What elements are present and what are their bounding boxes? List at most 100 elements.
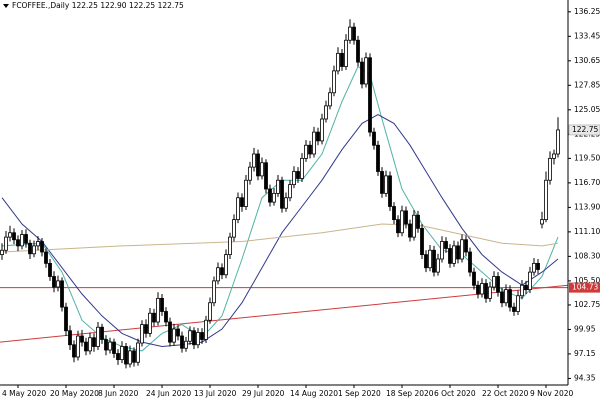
y-tick-label: 99.95 [574, 324, 596, 333]
candle-body [284, 197, 288, 209]
candle-body [256, 153, 260, 177]
candle-body [60, 280, 64, 308]
candle-body [128, 350, 132, 365]
candle-body [224, 254, 228, 276]
candle-body [276, 179, 280, 194]
x-tick-label: 8 Jun 2020 [98, 389, 139, 398]
y-tick-label: 113.90 [574, 202, 600, 211]
candle-body [536, 262, 540, 270]
candle-body [16, 239, 20, 247]
x-tick-label: 20 May 2020 [50, 389, 99, 398]
x-tick-label: 4 May 2020 [2, 389, 46, 398]
candle-body [472, 271, 476, 286]
candle-body [316, 131, 320, 142]
candle-body [540, 219, 544, 225]
candle-body [8, 232, 12, 238]
y-tick-label: 102.75 [574, 300, 600, 309]
candle-body [388, 175, 392, 207]
candle-body [208, 302, 212, 321]
candle-body [288, 184, 292, 199]
candle-body [232, 219, 236, 238]
candle-body [228, 236, 232, 256]
candle-body [272, 192, 276, 203]
candle-body [348, 26, 352, 41]
x-tick-label: 14 Aug 2020 [290, 389, 338, 398]
candle-body [196, 332, 200, 346]
candle-body [372, 131, 376, 146]
candle-body [524, 284, 528, 291]
y-tick-label: 97.15 [574, 349, 596, 358]
candle-body [132, 350, 136, 363]
x-tick-label: 18 Sep 2020 [386, 389, 434, 398]
candle-body [20, 234, 24, 247]
x-tick-label: 22 Oct 2020 [482, 389, 529, 398]
candle-body [364, 57, 368, 85]
plot-area [0, 19, 569, 369]
candle-body [252, 153, 256, 168]
y-tick-label: 127.85 [574, 80, 600, 89]
candle-body [248, 166, 252, 181]
candle-body [152, 312, 156, 323]
candle-body [384, 175, 388, 194]
candle-body [44, 251, 48, 264]
candle-body [312, 131, 316, 155]
candle-body [100, 326, 104, 340]
candle-body [200, 332, 204, 340]
candle-body [164, 311, 168, 323]
candle-body [264, 162, 268, 190]
candle-body [304, 144, 308, 159]
last-price-label: 122.75 [572, 125, 598, 134]
candle-body [184, 340, 188, 349]
candle-body [516, 295, 520, 312]
candle-body [336, 52, 340, 72]
candle-body [136, 342, 140, 363]
candle-body [144, 324, 148, 334]
candle-body [240, 197, 244, 207]
candle-body [520, 284, 524, 297]
x-tick-label: 1 Sep 2020 [338, 389, 381, 398]
menu-triangle[interactable] [3, 4, 9, 8]
candle-body [532, 262, 536, 273]
candle-body [332, 70, 336, 94]
candle-body [280, 179, 284, 209]
candle-body [508, 289, 512, 308]
candle-body [24, 234, 28, 244]
candle-body [52, 276, 56, 288]
candle-body [400, 210, 404, 234]
candle-body [444, 241, 448, 249]
candle-body [464, 239, 468, 253]
candle-body [396, 219, 400, 234]
candle-body [220, 267, 224, 276]
candle-body [324, 105, 328, 120]
candle-body [328, 92, 332, 107]
candle-body [68, 330, 72, 346]
candle-body [48, 262, 52, 277]
candle-body [92, 337, 96, 347]
candle-body [344, 39, 348, 67]
candle-body [468, 251, 472, 273]
candle-body [296, 171, 300, 179]
candle-body [428, 249, 432, 269]
candle-body [476, 284, 480, 295]
candle-body [480, 283, 484, 295]
candle-body [160, 297, 164, 312]
candle-body [148, 312, 152, 334]
candle-body [168, 321, 172, 343]
candle-body [452, 245, 456, 264]
y-tick-label: 94.35 [574, 373, 596, 382]
candle-body [412, 214, 416, 238]
candle-body [180, 335, 184, 349]
y-tick-label: 125.05 [574, 105, 600, 114]
candle-body [268, 188, 272, 203]
candle-body [492, 276, 496, 288]
candle-body [124, 346, 128, 365]
candle-body [392, 206, 396, 221]
candle-body [188, 330, 192, 342]
candle-body [484, 283, 488, 299]
candle-body [360, 61, 364, 85]
candle-body [88, 337, 92, 352]
level-box [569, 282, 600, 293]
candle-body [308, 144, 312, 155]
candle-body [408, 223, 412, 238]
